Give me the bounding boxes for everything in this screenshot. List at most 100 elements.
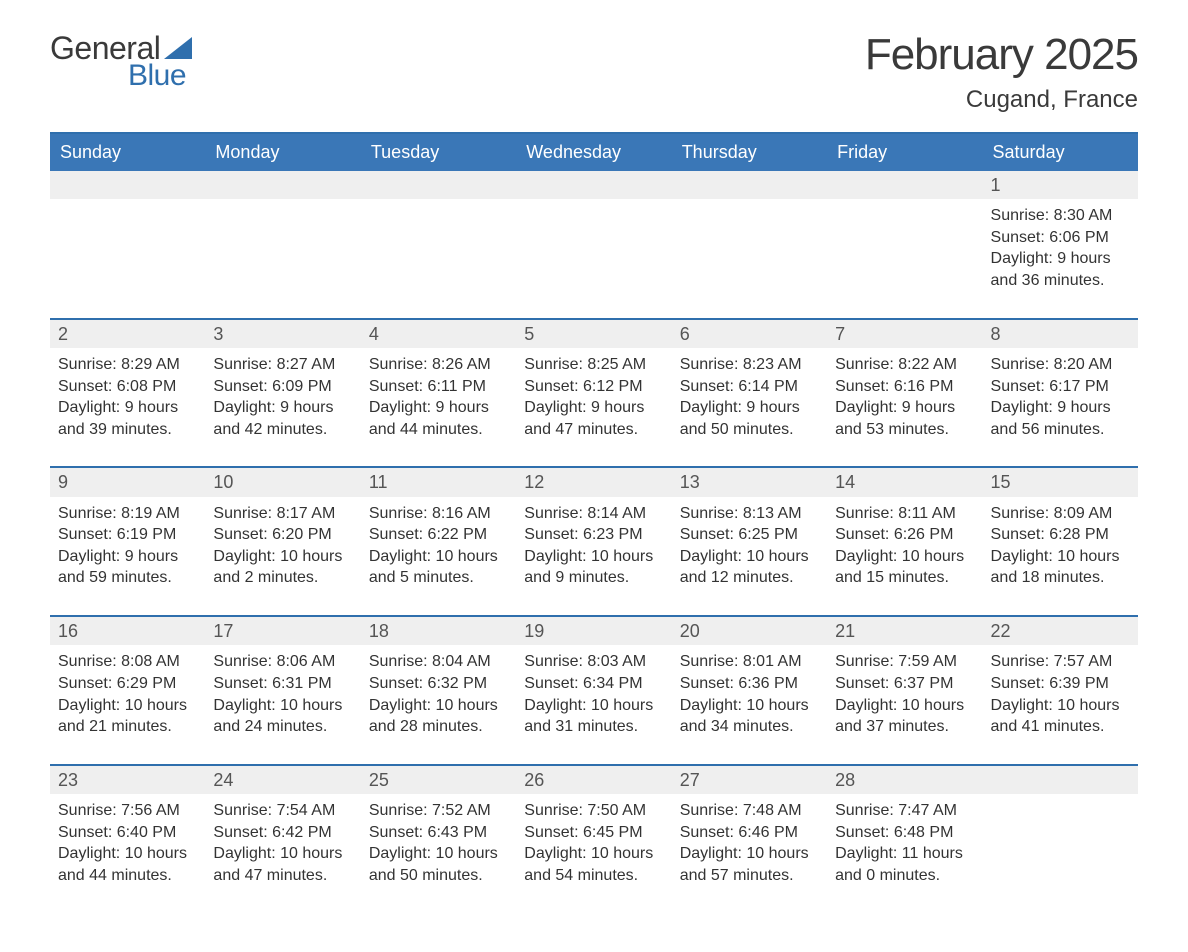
day-detail-cell: Sunrise: 8:23 AMSunset: 6:14 PMDaylight:… [672, 348, 827, 467]
day-number-cell: 8 [983, 319, 1138, 348]
sunset-line: Sunset: 6:06 PM [991, 227, 1130, 249]
day-detail-cell: Sunrise: 8:25 AMSunset: 6:12 PMDaylight:… [516, 348, 671, 467]
sunset-line: Sunset: 6:19 PM [58, 524, 197, 546]
sunset-line: Sunset: 6:32 PM [369, 673, 508, 695]
day-detail-cell: Sunrise: 8:29 AMSunset: 6:08 PMDaylight:… [50, 348, 205, 467]
daylight-line: Daylight: 9 hours and 53 minutes. [835, 397, 974, 440]
daylight-line: Daylight: 10 hours and 44 minutes. [58, 843, 197, 886]
day-number-cell: 2 [50, 319, 205, 348]
day-number-cell: 28 [827, 765, 982, 794]
day-detail-cell: Sunrise: 7:48 AMSunset: 6:46 PMDaylight:… [672, 794, 827, 912]
day-detail-cell [672, 199, 827, 318]
daylight-line: Daylight: 10 hours and 18 minutes. [991, 546, 1130, 589]
day-detail-cell: Sunrise: 8:04 AMSunset: 6:32 PMDaylight:… [361, 645, 516, 764]
day-header: Thursday [672, 133, 827, 171]
daylight-line: Daylight: 10 hours and 24 minutes. [213, 695, 352, 738]
daylight-line: Daylight: 10 hours and 34 minutes. [680, 695, 819, 738]
daylight-line: Daylight: 10 hours and 47 minutes. [213, 843, 352, 886]
sunrise-line: Sunrise: 8:23 AM [680, 354, 819, 376]
day-detail-cell: Sunrise: 8:03 AMSunset: 6:34 PMDaylight:… [516, 645, 671, 764]
daylight-line: Daylight: 11 hours and 0 minutes. [835, 843, 974, 886]
sunset-line: Sunset: 6:22 PM [369, 524, 508, 546]
title-block: February 2025 Cugand, France [865, 30, 1138, 114]
sunset-line: Sunset: 6:25 PM [680, 524, 819, 546]
day-number-cell [50, 171, 205, 199]
day-header: Monday [205, 133, 360, 171]
sunset-line: Sunset: 6:37 PM [835, 673, 974, 695]
sunset-line: Sunset: 6:20 PM [213, 524, 352, 546]
day-header: Friday [827, 133, 982, 171]
day-number-cell: 18 [361, 616, 516, 645]
day-number-cell [827, 171, 982, 199]
day-detail-cell: Sunrise: 8:20 AMSunset: 6:17 PMDaylight:… [983, 348, 1138, 467]
sunset-line: Sunset: 6:36 PM [680, 673, 819, 695]
daylight-line: Daylight: 9 hours and 42 minutes. [213, 397, 352, 440]
sunset-line: Sunset: 6:46 PM [680, 822, 819, 844]
calendar-table: Sunday Monday Tuesday Wednesday Thursday… [50, 132, 1138, 912]
day-detail-cell: Sunrise: 8:06 AMSunset: 6:31 PMDaylight:… [205, 645, 360, 764]
sunrise-line: Sunrise: 8:11 AM [835, 503, 974, 525]
daylight-line: Daylight: 10 hours and 12 minutes. [680, 546, 819, 589]
sunrise-line: Sunrise: 8:30 AM [991, 205, 1130, 227]
sunset-line: Sunset: 6:43 PM [369, 822, 508, 844]
day-header: Wednesday [516, 133, 671, 171]
daylight-line: Daylight: 10 hours and 9 minutes. [524, 546, 663, 589]
week-daynum-row: 232425262728 [50, 765, 1138, 794]
day-header: Saturday [983, 133, 1138, 171]
daylight-line: Daylight: 9 hours and 39 minutes. [58, 397, 197, 440]
sunset-line: Sunset: 6:45 PM [524, 822, 663, 844]
day-detail-cell: Sunrise: 8:19 AMSunset: 6:19 PMDaylight:… [50, 497, 205, 616]
day-detail-cell: Sunrise: 7:59 AMSunset: 6:37 PMDaylight:… [827, 645, 982, 764]
day-detail-cell: Sunrise: 7:56 AMSunset: 6:40 PMDaylight:… [50, 794, 205, 912]
sunset-line: Sunset: 6:08 PM [58, 376, 197, 398]
day-detail-cell: Sunrise: 8:30 AMSunset: 6:06 PMDaylight:… [983, 199, 1138, 318]
day-number-cell: 21 [827, 616, 982, 645]
day-number-cell: 23 [50, 765, 205, 794]
sunset-line: Sunset: 6:09 PM [213, 376, 352, 398]
sunrise-line: Sunrise: 8:26 AM [369, 354, 508, 376]
sunset-line: Sunset: 6:23 PM [524, 524, 663, 546]
sunset-line: Sunset: 6:11 PM [369, 376, 508, 398]
sunset-line: Sunset: 6:31 PM [213, 673, 352, 695]
day-number-cell: 20 [672, 616, 827, 645]
sunrise-line: Sunrise: 7:47 AM [835, 800, 974, 822]
day-detail-cell: Sunrise: 7:50 AMSunset: 6:45 PMDaylight:… [516, 794, 671, 912]
day-detail-cell [50, 199, 205, 318]
sunset-line: Sunset: 6:12 PM [524, 376, 663, 398]
daylight-line: Daylight: 10 hours and 21 minutes. [58, 695, 197, 738]
daylight-line: Daylight: 9 hours and 47 minutes. [524, 397, 663, 440]
day-detail-cell: Sunrise: 8:27 AMSunset: 6:09 PMDaylight:… [205, 348, 360, 467]
day-number-cell [361, 171, 516, 199]
week-detail-row: Sunrise: 8:19 AMSunset: 6:19 PMDaylight:… [50, 497, 1138, 616]
sunrise-line: Sunrise: 8:06 AM [213, 651, 352, 673]
day-number-cell: 24 [205, 765, 360, 794]
day-detail-cell: Sunrise: 8:09 AMSunset: 6:28 PMDaylight:… [983, 497, 1138, 616]
sunset-line: Sunset: 6:34 PM [524, 673, 663, 695]
day-detail-cell: Sunrise: 8:14 AMSunset: 6:23 PMDaylight:… [516, 497, 671, 616]
brand-logo: General Blue [50, 30, 192, 93]
sunset-line: Sunset: 6:26 PM [835, 524, 974, 546]
week-detail-row: Sunrise: 8:30 AMSunset: 6:06 PMDaylight:… [50, 199, 1138, 318]
sunrise-line: Sunrise: 8:03 AM [524, 651, 663, 673]
day-number-cell: 7 [827, 319, 982, 348]
daylight-line: Daylight: 9 hours and 50 minutes. [680, 397, 819, 440]
week-daynum-row: 2345678 [50, 319, 1138, 348]
day-header: Sunday [50, 133, 205, 171]
day-number-cell: 10 [205, 467, 360, 496]
sunset-line: Sunset: 6:42 PM [213, 822, 352, 844]
day-detail-cell: Sunrise: 8:11 AMSunset: 6:26 PMDaylight:… [827, 497, 982, 616]
day-header-row: Sunday Monday Tuesday Wednesday Thursday… [50, 133, 1138, 171]
sunrise-line: Sunrise: 8:17 AM [213, 503, 352, 525]
day-detail-cell [361, 199, 516, 318]
daylight-line: Daylight: 10 hours and 37 minutes. [835, 695, 974, 738]
day-number-cell: 19 [516, 616, 671, 645]
day-number-cell: 1 [983, 171, 1138, 199]
sunrise-line: Sunrise: 8:25 AM [524, 354, 663, 376]
day-number-cell: 3 [205, 319, 360, 348]
sunrise-line: Sunrise: 7:50 AM [524, 800, 663, 822]
day-detail-cell [516, 199, 671, 318]
day-number-cell: 5 [516, 319, 671, 348]
month-title: February 2025 [865, 30, 1138, 80]
week-daynum-row: 1 [50, 171, 1138, 199]
day-number-cell: 9 [50, 467, 205, 496]
